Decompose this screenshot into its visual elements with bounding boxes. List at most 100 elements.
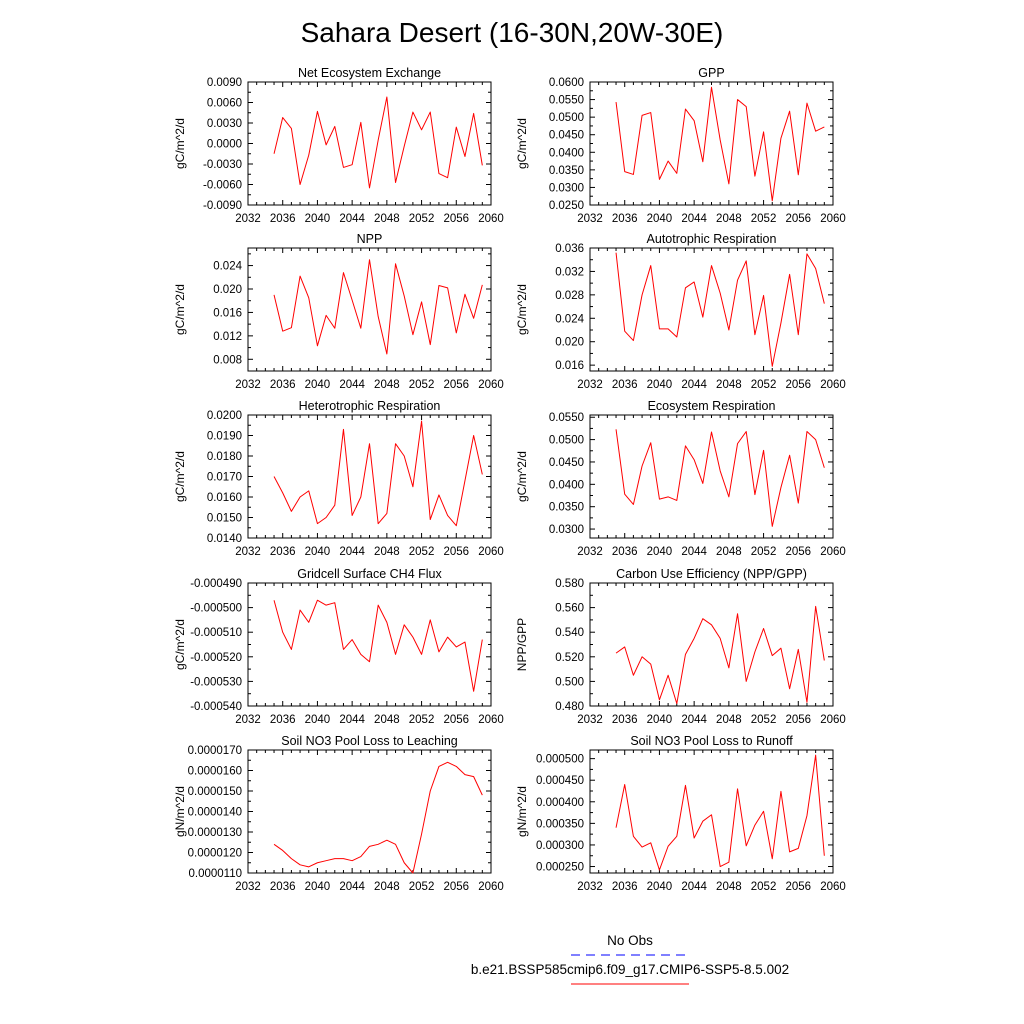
chart-panel-7: Carbon Use Efficiency (NPP/GPP) NPP/GPP 20… [515,567,846,726]
y-tick-label: -0.000540 [190,701,242,713]
x-tick-label: 2048 [716,881,742,893]
y-tick-label: 0.020 [555,337,584,349]
y-tick-label: 0.0000 [207,139,242,151]
y-tick-label: 0.580 [555,578,584,590]
y-tick-label: 0.0300 [549,182,584,194]
legend-label-obs: No Obs [607,933,653,948]
x-tick-label: 2040 [647,379,673,391]
y-tick-label: -0.000490 [190,578,242,590]
panel-title: Carbon Use Efficiency (NPP/GPP) [616,567,807,581]
x-tick-label: 2048 [374,714,400,726]
y-tick-label: 0.500 [555,676,584,688]
x-tick-label: 2048 [716,714,742,726]
x-tick-label: 2048 [374,379,400,391]
y-tick-label: 0.032 [555,266,584,278]
chart-panel-4: Heterotrophic Respiration gC/m^2/d 2032 203… [173,399,504,558]
x-tick-label: 2032 [235,546,261,558]
y-tick-label: 0.024 [213,261,242,273]
panel-title: NPP [357,232,383,246]
y-axis-label: NPP/GPP [515,618,529,671]
series-line [273,259,483,355]
x-tick-label: 2040 [305,213,331,225]
y-tick-label: -0.0090 [203,200,242,212]
x-tick-label: 2056 [785,881,811,893]
y-axis-label: gC/m^2/d [173,451,187,502]
y-tick-label: -0.000500 [190,603,242,615]
y-tick-label: 0.016 [213,307,242,319]
y-tick-label: 0.0350 [549,165,584,177]
panel-title: Gridcell Surface CH4 Flux [297,567,442,581]
x-tick-label: 2044 [339,546,365,558]
x-tick-label: 2060 [478,379,504,391]
y-tick-label: 0.0350 [549,502,584,514]
chart-panel-5: Ecosystem Respiration gC/m^2/d 2032 2036 204… [515,399,846,558]
x-tick-label: 2060 [820,379,846,391]
x-tick-label: 2040 [647,546,673,558]
x-tick-label: 2040 [305,546,331,558]
y-axis-label: gN/m^2/d [173,786,187,837]
series-line [273,96,483,189]
y-tick-label: 0.0090 [207,77,242,89]
y-axis-label: gN/m^2/d [515,786,529,837]
y-axis-label: gC/m^2/d [515,284,529,335]
y-tick-label: 0.0000150 [188,786,242,798]
y-tick-label: 0.0150 [207,513,242,525]
series-line [273,420,483,527]
panel-title: Ecosystem Respiration [648,399,776,413]
panel-title: Soil NO3 Pool Loss to Leaching [281,734,458,748]
legend-label-model: b.e21.BSSP585cmip6.f09_g17.CMIP6-SSP5-8.… [471,962,789,977]
panel-title: Soil NO3 Pool Loss to Runoff [630,734,793,748]
panel-title: Net Ecosystem Exchange [298,66,441,80]
series-line [273,599,483,692]
series-line [615,429,825,527]
y-axis-label: gC/m^2/d [173,284,187,335]
y-tick-label: 0.520 [555,652,584,664]
y-tick-label: 0.000500 [536,754,584,766]
x-tick-label: 2040 [647,881,673,893]
x-tick-label: 2044 [339,379,365,391]
y-tick-label: 0.0400 [549,147,584,159]
y-tick-label: 0.012 [213,331,242,343]
x-tick-label: 2052 [409,881,435,893]
y-tick-label: 0.000250 [536,862,584,874]
y-tick-label: -0.0060 [203,180,242,192]
y-tick-label: 0.0500 [549,435,584,447]
x-tick-label: 2040 [305,714,331,726]
x-tick-label: 2056 [443,714,469,726]
x-tick-label: 2052 [751,213,777,225]
y-tick-label: -0.0030 [203,159,242,171]
y-tick-label: 0.000300 [536,840,584,852]
chart-panel-9: Soil NO3 Pool Loss to Runoff gN/m^2/d 2032… [515,734,846,893]
y-tick-label: 0.0550 [549,95,584,107]
legend: No Obs b.e21.BSSP585cmip6.f09_g17.CMIP6-… [471,933,789,985]
x-tick-label: 2032 [235,379,261,391]
y-tick-label: 0.0060 [207,98,242,110]
y-tick-label: -0.000520 [190,652,242,664]
y-tick-label: 0.0500 [549,112,584,124]
y-axis-label: gC/m^2/d [173,118,187,169]
x-tick-label: 2060 [478,881,504,893]
x-tick-label: 2036 [612,714,638,726]
y-axis-label: gC/m^2/d [515,451,529,502]
y-tick-label: 0.000450 [536,775,584,787]
y-axis-label: gC/m^2/d [515,118,529,169]
series-line [615,86,825,202]
x-tick-label: 2052 [751,379,777,391]
x-tick-label: 2032 [577,881,603,893]
y-tick-label: 0.000350 [536,818,584,830]
y-tick-label: 0.560 [555,603,584,615]
chart-panel-3: Autotrophic Respiration gC/m^2/d 2032 2036 2… [515,232,846,391]
y-tick-label: 0.480 [555,701,584,713]
chart-panel-0: Net Ecosystem Exchange gC/m^2/d 2032 2036 20… [173,66,504,225]
x-tick-label: 2048 [374,546,400,558]
y-tick-label: -0.000510 [190,627,242,639]
y-tick-label: 0.0550 [549,412,584,424]
series-line [615,754,825,871]
x-tick-label: 2060 [478,714,504,726]
figure-title: Sahara Desert (16-30N,20W-30E) [301,17,724,48]
x-tick-label: 2036 [612,213,638,225]
plot-frame [247,247,492,372]
y-tick-label: 0.0450 [549,457,584,469]
y-tick-label: 0.0300 [549,524,584,536]
y-tick-label: 0.0030 [207,118,242,130]
